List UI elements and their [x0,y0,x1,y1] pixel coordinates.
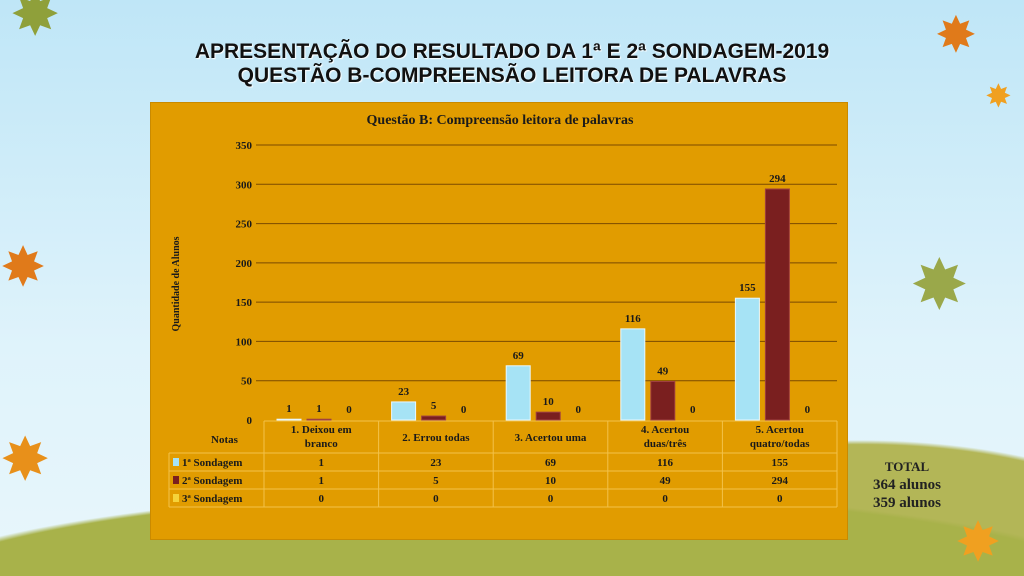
total-box: TOTAL 364 alunos 359 alunos [852,458,962,512]
leaf-icon: ✸ [0,235,47,299]
legend-label: 3ª Sondagem [182,493,242,505]
y-tick-label: 250 [236,219,253,231]
legend-label: 2ª Sondagem [182,475,242,487]
y-tick-label: 350 [236,140,253,152]
bar-1-4 [620,328,646,421]
table-cell: 1 [319,475,325,487]
table-cell: 23 [430,457,442,469]
leaf-icon: ✸ [955,510,1002,574]
data-label: 69 [513,350,525,362]
legend-label: 1ª Sondagem [182,457,242,469]
table-cell: 69 [545,457,557,469]
legend-key-3 [173,494,179,502]
bar-2-4 [650,381,676,421]
data-label: 1 [316,403,322,415]
table-header-notas: Notas [211,434,239,446]
data-label: 0 [575,404,581,416]
category-label: 4. Acertou [641,424,689,436]
table-cell: 5 [433,475,439,487]
total-label: TOTAL [884,459,930,474]
bar-chart: Quantidade de Alunos 0501001502002503003… [168,140,838,508]
data-label: 5 [431,400,437,412]
y-tick-label: 100 [236,336,253,348]
y-tick-label: 150 [236,297,253,309]
bar-2-1 [306,418,332,421]
data-label: 49 [657,366,669,378]
bar-1-5 [734,297,760,421]
bar-2-3 [535,411,561,421]
data-label: 116 [625,313,641,325]
category-label: branco [305,438,339,450]
bar-2-5 [764,188,790,421]
table-cell: 155 [771,457,788,469]
table-cell: 0 [662,493,668,505]
bar-1-1 [276,418,302,421]
data-label: 0 [346,404,352,416]
data-label: 0 [805,404,811,416]
data-label: 155 [739,282,756,294]
total-1: 364 alunos [873,477,941,493]
bar-1-3 [505,365,531,421]
table-cell: 1 [319,457,325,469]
data-label: 294 [769,173,786,185]
table-cell: 294 [771,475,788,487]
category-label: 2. Errou todas [402,432,470,444]
bar-1-2 [391,401,417,421]
table-cell: 0 [548,493,554,505]
leaf-icon: ✸ [10,0,61,50]
y-tick-label: 200 [236,258,253,270]
table-cell: 0 [433,493,439,505]
category-label: duas/três [644,438,688,450]
table-cell: 10 [545,475,557,487]
total-2: 359 alunos [873,495,941,511]
category-label: 1. Deixou em [291,424,352,436]
leaf-icon: ✸ [985,77,1012,115]
category-label: 3. Acertou uma [515,432,587,444]
data-label: 0 [461,404,467,416]
bar-2-2 [421,415,447,421]
data-label: 10 [543,396,555,408]
y-axis-label: Quantidade de Alunos [171,236,182,331]
page-title: APRESENTAÇÃO DO RESULTADO DA 1ª E 2ª SON… [194,40,830,63]
table-cell: 116 [657,457,673,469]
table-cell: 0 [777,493,783,505]
category-label: quatro/todas [750,438,810,450]
page-subtitle: QUESTÃO B-COMPREENSÃO LEITORA DE PALAVRA… [237,64,787,87]
table-cell: 0 [319,493,325,505]
y-tick-label: 50 [241,376,253,388]
leaf-icon: ✸ [935,6,977,64]
table-cell: 49 [660,475,672,487]
data-label: 23 [398,386,410,398]
category-label: 5. Acertou [756,424,804,436]
leaf-icon: ✸ [0,425,51,495]
leaf-icon: ✸ [910,244,969,326]
legend-key-1 [173,458,179,466]
y-tick-label: 300 [236,179,253,191]
legend-key-2 [173,476,179,484]
chart-title: Questão B: Compreensão leitora de palavr… [366,113,634,128]
data-label: 0 [690,404,696,416]
data-label: 1 [286,403,292,415]
y-tick-label: 0 [247,415,253,427]
chart-panel: Questão B: Compreensão leitora de palavr… [150,102,848,540]
